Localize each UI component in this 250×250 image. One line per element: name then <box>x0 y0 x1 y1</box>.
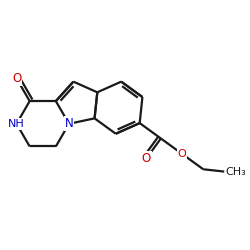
Text: N: N <box>64 117 73 130</box>
Text: CH₃: CH₃ <box>226 166 246 176</box>
Text: NH: NH <box>8 119 25 129</box>
Text: O: O <box>142 152 151 165</box>
Text: O: O <box>178 149 186 159</box>
Text: O: O <box>12 72 21 85</box>
